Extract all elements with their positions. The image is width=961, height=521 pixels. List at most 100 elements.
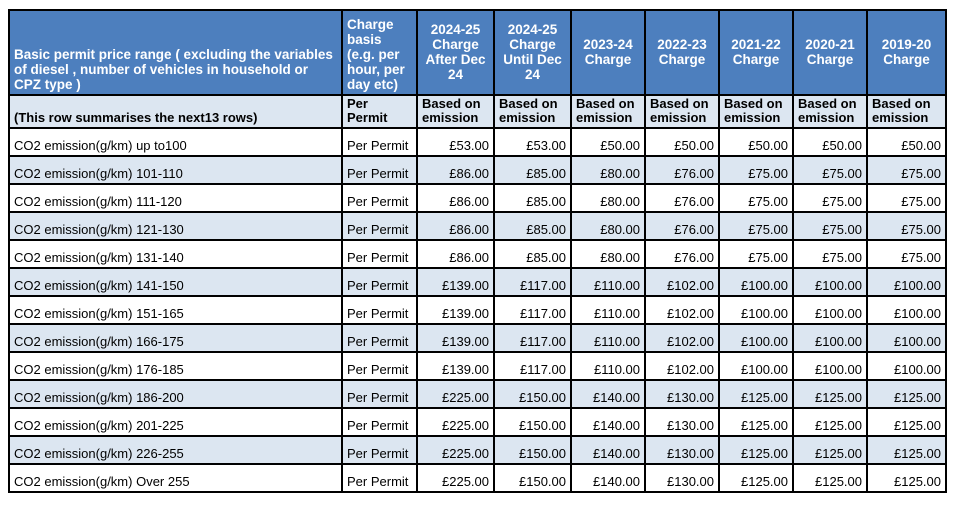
row-value-cell: £225.00 bbox=[416, 379, 495, 409]
table-row: CO2 emission(g/km) 141-150 Per Permit £1… bbox=[8, 267, 947, 297]
summary-value-cell: Based on emission bbox=[866, 94, 947, 129]
row-basis-cell: Per Permit bbox=[341, 155, 418, 185]
row-label-cell: CO2 emission(g/km) 166-175 bbox=[8, 323, 343, 353]
row-value-cell: £110.00 bbox=[570, 323, 646, 353]
row-value-cell: £85.00 bbox=[493, 239, 572, 269]
row-value-cell: £80.00 bbox=[570, 211, 646, 241]
row-value-cell: £139.00 bbox=[416, 351, 495, 381]
row-value-cell: £50.00 bbox=[570, 127, 646, 157]
permit-price-table: Basic permit price range ( excluding the… bbox=[8, 9, 947, 493]
row-value-cell: £100.00 bbox=[718, 351, 794, 381]
row-value-cell: £150.00 bbox=[493, 379, 572, 409]
row-value-cell: £75.00 bbox=[792, 239, 868, 269]
row-value-cell: £86.00 bbox=[416, 183, 495, 213]
header-year-2021-22: 2021-22 Charge bbox=[718, 9, 794, 96]
row-value-cell: £102.00 bbox=[644, 267, 720, 297]
row-value-cell: £86.00 bbox=[416, 211, 495, 241]
table-row: CO2 emission(g/km) 121-130 Per Permit £8… bbox=[8, 211, 947, 241]
header-year-2024-25-until: 2024-25 Charge Until Dec 24 bbox=[493, 9, 572, 96]
row-basis-cell: Per Permit bbox=[341, 211, 418, 241]
row-value-cell: £102.00 bbox=[644, 323, 720, 353]
row-value-cell: £100.00 bbox=[866, 323, 947, 353]
summary-value-cell: Based on emission bbox=[644, 94, 720, 129]
row-value-cell: £53.00 bbox=[493, 127, 572, 157]
row-value-cell: £76.00 bbox=[644, 183, 720, 213]
table-row: CO2 emission(g/km) 151-165 Per Permit £1… bbox=[8, 295, 947, 325]
row-value-cell: £100.00 bbox=[718, 323, 794, 353]
row-value-cell: £75.00 bbox=[792, 183, 868, 213]
row-value-cell: £139.00 bbox=[416, 295, 495, 325]
row-value-cell: £100.00 bbox=[792, 295, 868, 325]
row-value-cell: £75.00 bbox=[866, 211, 947, 241]
row-value-cell: £125.00 bbox=[718, 407, 794, 437]
row-label-cell: CO2 emission(g/km) 121-130 bbox=[8, 211, 343, 241]
row-value-cell: £76.00 bbox=[644, 239, 720, 269]
row-value-cell: £100.00 bbox=[792, 351, 868, 381]
row-value-cell: £75.00 bbox=[792, 155, 868, 185]
row-value-cell: £102.00 bbox=[644, 351, 720, 381]
row-value-cell: £100.00 bbox=[866, 295, 947, 325]
row-value-cell: £150.00 bbox=[493, 435, 572, 465]
row-value-cell: £75.00 bbox=[866, 155, 947, 185]
row-label-cell: CO2 emission(g/km) 111-120 bbox=[8, 183, 343, 213]
header-year-2020-21: 2020-21 Charge bbox=[792, 9, 868, 96]
row-basis-cell: Per Permit bbox=[341, 295, 418, 325]
row-value-cell: £50.00 bbox=[866, 127, 947, 157]
table-row: CO2 emission(g/km) 176-185 Per Permit £1… bbox=[8, 351, 947, 381]
row-label-cell: CO2 emission(g/km) 141-150 bbox=[8, 267, 343, 297]
row-value-cell: £85.00 bbox=[493, 183, 572, 213]
row-basis-cell: Per Permit bbox=[341, 127, 418, 157]
row-value-cell: £140.00 bbox=[570, 379, 646, 409]
row-value-cell: £100.00 bbox=[866, 267, 947, 297]
row-value-cell: £125.00 bbox=[718, 435, 794, 465]
row-value-cell: £50.00 bbox=[644, 127, 720, 157]
summary-row: (This row summarises the next13 rows) Pe… bbox=[8, 94, 947, 129]
row-value-cell: £117.00 bbox=[493, 323, 572, 353]
row-value-cell: £86.00 bbox=[416, 155, 495, 185]
summary-value-cell: Based on emission bbox=[416, 94, 495, 129]
row-value-cell: £75.00 bbox=[866, 239, 947, 269]
row-value-cell: £225.00 bbox=[416, 435, 495, 465]
row-basis-cell: Per Permit bbox=[341, 407, 418, 437]
row-value-cell: £150.00 bbox=[493, 463, 572, 493]
row-value-cell: £102.00 bbox=[644, 295, 720, 325]
row-value-cell: £85.00 bbox=[493, 211, 572, 241]
row-value-cell: £75.00 bbox=[866, 183, 947, 213]
row-value-cell: £150.00 bbox=[493, 407, 572, 437]
row-label-cell: CO2 emission(g/km) Over 255 bbox=[8, 463, 343, 493]
header-year-2024-25-after: 2024-25 Charge After Dec 24 bbox=[416, 9, 495, 96]
header-price-range: Basic permit price range ( excluding the… bbox=[8, 9, 343, 96]
summary-value-cell: Based on emission bbox=[570, 94, 646, 129]
row-basis-cell: Per Permit bbox=[341, 463, 418, 493]
row-value-cell: £53.00 bbox=[416, 127, 495, 157]
row-value-cell: £50.00 bbox=[718, 127, 794, 157]
row-value-cell: £86.00 bbox=[416, 239, 495, 269]
row-value-cell: £76.00 bbox=[644, 211, 720, 241]
row-value-cell: £125.00 bbox=[866, 379, 947, 409]
row-value-cell: £125.00 bbox=[792, 435, 868, 465]
row-value-cell: £139.00 bbox=[416, 267, 495, 297]
row-value-cell: £125.00 bbox=[866, 407, 947, 437]
row-value-cell: £130.00 bbox=[644, 379, 720, 409]
summary-label-cell: (This row summarises the next13 rows) bbox=[8, 94, 343, 129]
table-row: CO2 emission(g/km) up to100 Per Permit £… bbox=[8, 127, 947, 157]
table-body: CO2 emission(g/km) up to100 Per Permit £… bbox=[8, 127, 947, 493]
row-value-cell: £125.00 bbox=[718, 379, 794, 409]
row-label-cell: CO2 emission(g/km) 176-185 bbox=[8, 351, 343, 381]
table-row: CO2 emission(g/km) 166-175 Per Permit £1… bbox=[8, 323, 947, 353]
summary-value-cell: Based on emission bbox=[493, 94, 572, 129]
table-row: CO2 emission(g/km) 101-110 Per Permit £8… bbox=[8, 155, 947, 185]
row-value-cell: £140.00 bbox=[570, 407, 646, 437]
row-value-cell: £139.00 bbox=[416, 323, 495, 353]
row-value-cell: £110.00 bbox=[570, 267, 646, 297]
row-value-cell: £75.00 bbox=[718, 155, 794, 185]
row-value-cell: £130.00 bbox=[644, 463, 720, 493]
row-basis-cell: Per Permit bbox=[341, 323, 418, 353]
table-header-row: Basic permit price range ( excluding the… bbox=[8, 9, 947, 96]
row-basis-cell: Per Permit bbox=[341, 379, 418, 409]
row-value-cell: £225.00 bbox=[416, 407, 495, 437]
table-row: CO2 emission(g/km) Over 255 Per Permit £… bbox=[8, 463, 947, 493]
row-value-cell: £100.00 bbox=[792, 323, 868, 353]
header-year-2022-23: 2022-23 Charge bbox=[644, 9, 720, 96]
summary-value-cell: Based on emission bbox=[718, 94, 794, 129]
